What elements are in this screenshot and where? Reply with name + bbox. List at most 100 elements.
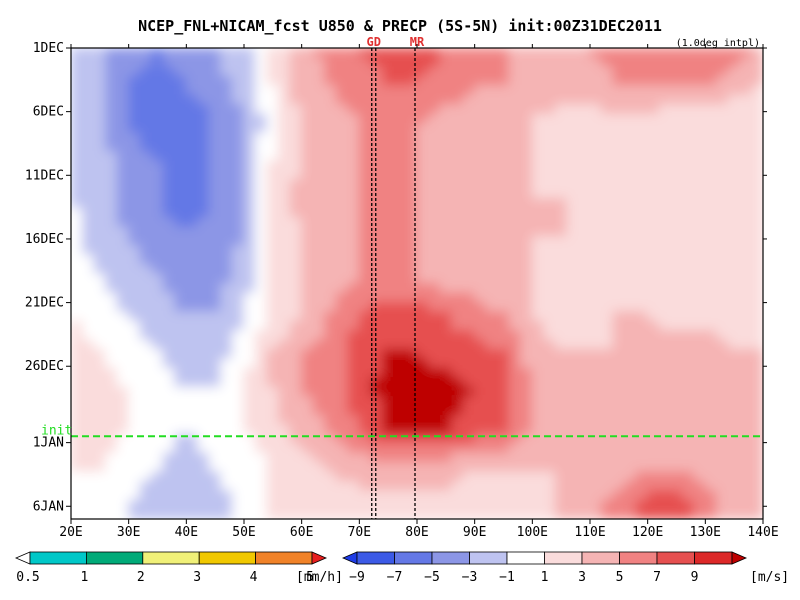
heatmap-cell [347,75,360,87]
heatmap-cell [347,48,360,58]
heatmap-cell [681,283,695,294]
heatmap-cell [381,207,395,219]
heatmap-cell [197,217,210,228]
heatmap-cell [128,132,141,143]
heatmap-cell [266,509,280,519]
heatmap-cell [543,94,556,106]
heatmap-cell [577,113,591,124]
heatmap-cell [105,490,118,501]
heatmap-cell [462,348,476,360]
heatmap-cell [197,85,210,96]
heatmap-cell [520,424,533,435]
heatmap-cell [381,104,395,115]
heatmap-cell [704,292,718,303]
heatmap-cell [612,461,626,473]
heatmap-cell [428,377,441,388]
heatmap-cell [185,217,199,228]
heatmap-cell [289,509,303,519]
heatmap-cell [462,226,476,237]
heatmap-cell [451,301,464,313]
heatmap-cell [266,273,280,284]
heatmap-cell [82,94,95,106]
heatmap-cell [231,188,245,200]
colorbar-swatch [86,551,144,565]
heatmap-cell [266,320,280,332]
heatmap-cell [520,490,533,501]
heatmap-cell [416,480,430,492]
heatmap-cell [750,207,763,219]
heatmap-cell [624,509,637,519]
heatmap-cell [335,151,349,162]
heatmap-cell [612,433,626,445]
heatmap-cell [681,377,695,388]
heatmap-cell [220,358,233,369]
heatmap-cell [370,367,383,379]
heatmap-cell [393,198,406,209]
heatmap-cell [255,66,268,77]
heatmap-cell [416,75,430,87]
heatmap-cell [577,414,591,426]
heatmap-cell [520,461,533,473]
heatmap-cell [139,339,153,350]
heatmap-cell [624,480,637,492]
heatmap-cell [693,424,706,435]
heatmap-cell [128,169,141,181]
heatmap-cell [151,320,164,332]
heatmap-cell [520,132,533,143]
heatmap-cell [324,283,337,294]
heatmap-cell [404,207,418,219]
heatmap-cell [266,283,280,294]
heatmap-cell [278,85,291,96]
heatmap-cell [162,113,176,124]
heatmap-cell [624,48,637,58]
heatmap-cell [670,499,683,511]
heatmap-cell [278,235,291,247]
x-tick-label: 90E [463,525,486,540]
heatmap-cell [197,377,210,388]
heatmap-cell [566,367,579,379]
heatmap-cell [358,188,372,200]
heatmap-cell [531,292,545,303]
heatmap-cell [543,122,556,134]
heatmap-cell [727,386,741,398]
heatmap-cell [128,499,141,511]
heatmap-cell [93,499,107,511]
heatmap-cell [255,113,268,124]
heatmap-cell [105,301,118,313]
heatmap-cell [71,151,84,162]
heatmap-cell [289,283,303,294]
heatmap-cell [335,396,349,407]
heatmap-cell [151,367,164,379]
heatmap-cell [381,122,395,134]
heatmap-cell [116,414,130,426]
heatmap-cell [139,48,153,58]
heatmap-cell [139,207,153,219]
heatmap-cell [612,452,626,463]
heatmap-cell [716,66,729,77]
heatmap-cell [624,151,637,162]
heatmap-cell [278,301,291,313]
heatmap-cell [105,471,118,482]
heatmap-cell [462,94,476,106]
heatmap-cell [151,348,164,360]
heatmap-cell [139,461,153,473]
heatmap-cell [497,217,510,228]
heatmap-cell [681,386,695,398]
heatmap-cell [231,94,245,106]
heatmap-cell [428,301,441,313]
heatmap-cell [508,358,522,369]
heatmap-cell [739,113,752,124]
heatmap-cell [358,480,372,492]
heatmap-cell [739,160,752,171]
heatmap-cell [266,433,280,445]
heatmap-cell [381,358,395,369]
heatmap-cell [289,405,303,416]
heatmap-cell [624,179,637,190]
heatmap-cell [231,273,245,284]
heatmap-cell [647,396,660,407]
heatmap-cell [255,132,268,143]
heatmap-cell [750,160,763,171]
heatmap-cell [312,169,326,181]
colorbar-end-right [311,551,328,565]
heatmap-cell [208,348,222,360]
